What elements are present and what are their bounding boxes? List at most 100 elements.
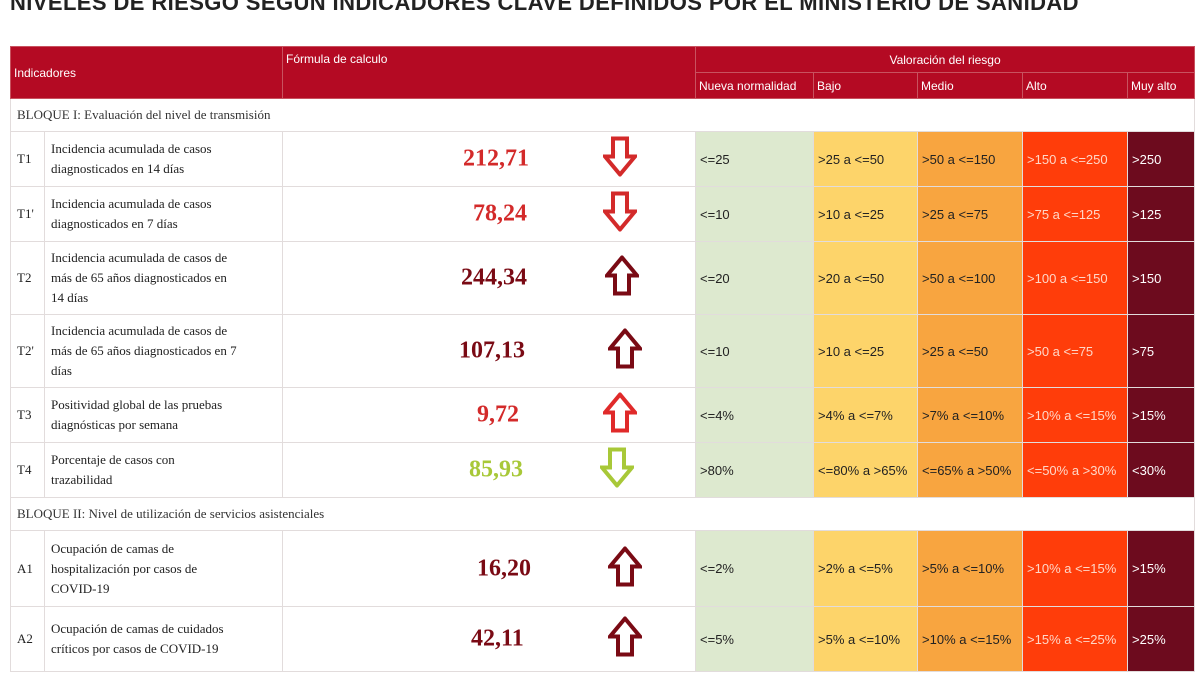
indicator-label: Incidencia acumulada de casos diagnostica… — [43, 186, 284, 242]
range-muy-alto: >15% — [1127, 387, 1196, 443]
indicator-label-line: Porcentaje de casos con — [51, 452, 175, 467]
trend-up-arrow-icon — [605, 544, 645, 591]
indicator-row: T2 Incidencia acumulada de casos de más de… — [10, 241, 1196, 315]
trend-down-arrow-icon — [597, 447, 637, 493]
indicator-code: T1' — [10, 186, 45, 242]
indicator-row: T1' Incidencia acumulada de casos diagnost… — [10, 186, 1196, 242]
range-medio: >10% a <=15% — [917, 606, 1024, 672]
indicator-code: A1 — [10, 530, 45, 607]
range-nueva-normalidad: <=10 — [695, 186, 815, 242]
indicator-label-line: más de 65 años diagnosticados en — [51, 270, 227, 285]
indicator-label-line: diagnosticados en 7 días — [51, 216, 178, 231]
indicator-code: T4 — [10, 442, 45, 498]
trend-up-arrow-icon — [602, 254, 642, 301]
indicator-label-line: hospitalización por casos de — [51, 560, 198, 576]
indicator-label-line: Incidencia acumulada de casos — [51, 196, 212, 211]
page-title: NIVELES DE RIESGO SEGÚN INDICADORES CLAV… — [10, 0, 1079, 15]
formula-value-cell: 78,24 — [282, 186, 697, 242]
range-muy-alto: >250 — [1127, 131, 1196, 187]
range-medio: >50 a <=100 — [917, 241, 1024, 315]
range-muy-alto: <30% — [1127, 442, 1196, 498]
indicator-row: A2 Ocupación de camas de cuidados críticos… — [10, 606, 1196, 672]
indicator-row: A1 Ocupación de camas de hospitalización p… — [10, 530, 1196, 607]
header-level-medio: Medio — [917, 72, 1024, 99]
range-nueva-normalidad: <=4% — [695, 387, 815, 443]
indicator-label-line: Ocupación de camas de — [51, 540, 175, 556]
indicator-code: T1 — [10, 131, 45, 187]
range-alto: >75 a <=125 — [1022, 186, 1129, 242]
indicator-label-line: diagnosticados en 14 días — [51, 161, 185, 176]
indicator-value: 78,24 — [473, 200, 528, 227]
range-bajo: >4% a <=7% — [813, 387, 919, 443]
range-nueva-normalidad: <=25 — [695, 131, 815, 187]
range-medio: <=65% a >50% — [917, 442, 1024, 498]
trend-up-arrow-icon — [600, 391, 640, 438]
block-title: BLOQUE I: Evaluación del nivel de transm… — [9, 98, 1196, 132]
range-bajo: <=80% a >65% — [813, 442, 919, 498]
formula-value-cell: 85,93 — [282, 442, 697, 498]
indicator-code: T2' — [10, 314, 45, 388]
indicator-code: T3 — [10, 387, 45, 443]
block-row: BLOQUE II: Nivel de utilización de servi… — [9, 497, 1196, 531]
indicator-code: A2 — [10, 606, 45, 672]
indicator-value: 42,11 — [471, 625, 524, 652]
indicator-code: T2 — [10, 241, 45, 315]
indicator-label: Incidencia acumulada de casos diagnostica… — [43, 131, 284, 187]
indicator-label-line: diagnósticas por semana — [51, 417, 179, 432]
range-medio: >5% a <=10% — [917, 530, 1024, 607]
indicator-row: T4 Porcentaje de casos con trazabilidad 85,… — [10, 442, 1196, 498]
indicator-value: 212,71 — [463, 145, 530, 172]
indicator-row: T2' Incidencia acumulada de casos de más d… — [10, 314, 1196, 388]
indicator-label-line: Incidencia acumulada de casos de — [51, 250, 228, 265]
header-valoracion-riesgo: Valoración del riesgo — [695, 46, 1196, 73]
indicator-label-line: días — [51, 363, 72, 378]
range-muy-alto: >75 — [1127, 314, 1196, 388]
range-nueva-normalidad: >80% — [695, 442, 815, 498]
range-alto: <=50% a >30% — [1022, 442, 1129, 498]
indicator-label-line: trazabilidad — [51, 472, 113, 487]
risk-levels-table: Indicadores Fórmula de calculo Valoració… — [9, 46, 1196, 672]
block-title: BLOQUE II: Nivel de utilización de servi… — [9, 497, 1196, 531]
indicator-label: Positividad global de las pruebas diagnós… — [43, 387, 284, 443]
range-bajo: >5% a <=10% — [813, 606, 919, 672]
range-medio: >25 a <=50 — [917, 314, 1024, 388]
range-bajo: >25 a <=50 — [813, 131, 919, 187]
header-level-bajo: Bajo — [813, 72, 919, 99]
range-muy-alto: >125 — [1127, 186, 1196, 242]
range-alto: >50 a <=75 — [1022, 314, 1129, 388]
header-level-nueva-normalidad: Nueva normalidad — [695, 72, 815, 99]
indicator-label-line: más de 65 años diagnosticados en 7 — [51, 343, 237, 358]
indicator-row: T1 Incidencia acumulada de casos diagnosti… — [10, 131, 1196, 187]
indicator-label: Ocupación de camas de hospitalización por… — [43, 530, 284, 607]
range-bajo: >20 a <=50 — [813, 241, 919, 315]
indicator-label-line: Incidencia acumulada de casos — [51, 141, 212, 156]
range-alto: >150 a <=250 — [1022, 131, 1129, 187]
indicator-label: Incidencia acumulada de casos de más de 6… — [43, 314, 284, 388]
trend-up-arrow-icon — [605, 327, 645, 374]
indicator-label: Porcentaje de casos con trazabilidad — [43, 442, 284, 498]
formula-value-cell: 42,11 — [282, 606, 697, 672]
range-medio: >50 a <=150 — [917, 131, 1024, 187]
range-bajo: >2% a <=5% — [813, 530, 919, 607]
range-bajo: >10 a <=25 — [813, 186, 919, 242]
header-formula: Fórmula de calculo — [282, 46, 697, 99]
range-nueva-normalidad: <=5% — [695, 606, 815, 672]
range-nueva-normalidad: <=2% — [695, 530, 815, 607]
indicator-label-line: 14 días — [51, 290, 89, 305]
header-level-alto: Alto — [1022, 72, 1129, 99]
indicator-label: Incidencia acumulada de casos de más de 6… — [43, 241, 284, 315]
indicator-value: 85,93 — [469, 456, 524, 483]
trend-up-arrow-icon — [605, 615, 645, 662]
range-nueva-normalidad: <=10 — [695, 314, 815, 388]
indicator-label-line: críticos por casos de COVID-19 — [51, 641, 219, 656]
formula-value-cell: 9,72 — [282, 387, 697, 443]
indicator-row: T3 Positividad global de las pruebas diagn… — [10, 387, 1196, 443]
range-medio: >25 a <=75 — [917, 186, 1024, 242]
range-muy-alto: >25% — [1127, 606, 1196, 672]
range-alto: >15% a <=25% — [1022, 606, 1129, 672]
formula-value-cell: 16,20 — [282, 530, 697, 607]
range-alto: >10% a <=15% — [1022, 530, 1129, 607]
indicator-label-line: COVID-19 — [51, 580, 110, 596]
range-alto: >100 a <=150 — [1022, 241, 1129, 315]
range-muy-alto: >150 — [1127, 241, 1196, 315]
